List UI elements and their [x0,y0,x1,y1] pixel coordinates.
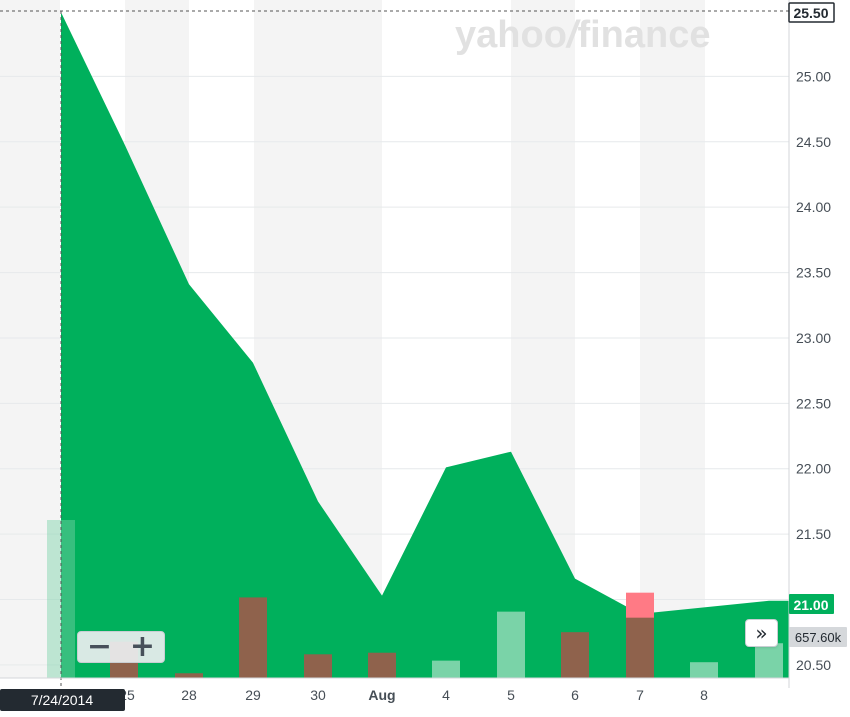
double-chevron-right-icon: » [755,621,768,645]
y-tick-label-1: 24.50 [796,134,831,150]
crosshair-date-tag: 7/24/2014 [0,689,125,711]
volume-bar-4 [304,654,332,678]
volume-bar-2 [175,673,203,678]
yahoo-finance-watermark: yahoo/finance [455,14,711,56]
volume-bar-11 [755,643,783,678]
y-tick-label-7: 21.50 [796,526,831,542]
zoom-controls: − + [77,631,165,663]
zoom-out-button[interactable]: − [86,629,113,664]
volume-bar-10 [690,662,718,678]
x-tick-label-7: 6 [571,687,579,703]
x-tick-label-3: 30 [310,687,326,703]
crosshair-price-tag: 25.50 [788,2,835,23]
volume-bar-8 [561,632,589,678]
crosshair-price-label: 25.50 [793,5,828,21]
volume-bars [47,520,783,678]
x-axis-labels: 25 28 29 30 Aug 4 5 6 7 8 [119,687,708,703]
x-tick-label-6: 5 [507,687,515,703]
scroll-to-latest-button[interactable]: » [745,619,778,647]
x-tick-label-5: 4 [442,687,450,703]
x-tick-label-9: 8 [700,687,708,703]
last-price-label: 21.00 [793,597,828,613]
y-tick-label-3: 23.50 [796,265,831,281]
y-tick-label-9: 20.50 [796,657,831,673]
x-tick-label-4: Aug [368,687,395,703]
crosshair-date-label: 7/24/2014 [31,692,93,708]
zoom-in-button[interactable]: + [129,629,156,664]
last-volume-tag: 657.60k [789,627,847,647]
y-tick-label-2: 24.00 [796,199,831,215]
volume-bar-overlay-9 [626,617,654,678]
volume-bar-5 [368,652,396,678]
last-volume-label: 657.60k [795,630,842,645]
last-price-tag: 21.00 [789,594,834,614]
price-area [61,12,789,679]
band-0 [0,0,60,678]
volume-bar-3 [239,597,267,678]
volume-bar-6 [432,660,460,678]
y-axis-labels: 25.00 24.50 24.00 23.50 23.00 22.50 22.00 21.50… [796,68,831,673]
y-tick-label-0: 25.00 [796,68,831,84]
y-tick-label-6: 22.00 [796,461,831,477]
x-tick-label-2: 29 [245,687,261,703]
y-tick-label-4: 23.00 [796,330,831,346]
band-5 [640,0,705,678]
volume-bar-7 [497,611,525,678]
y-tick-label-5: 22.50 [796,395,831,411]
watermark-yahoo: yahoo/finance [455,14,711,56]
x-tick-label-8: 7 [636,687,644,703]
x-tick-label-1: 28 [181,687,197,703]
